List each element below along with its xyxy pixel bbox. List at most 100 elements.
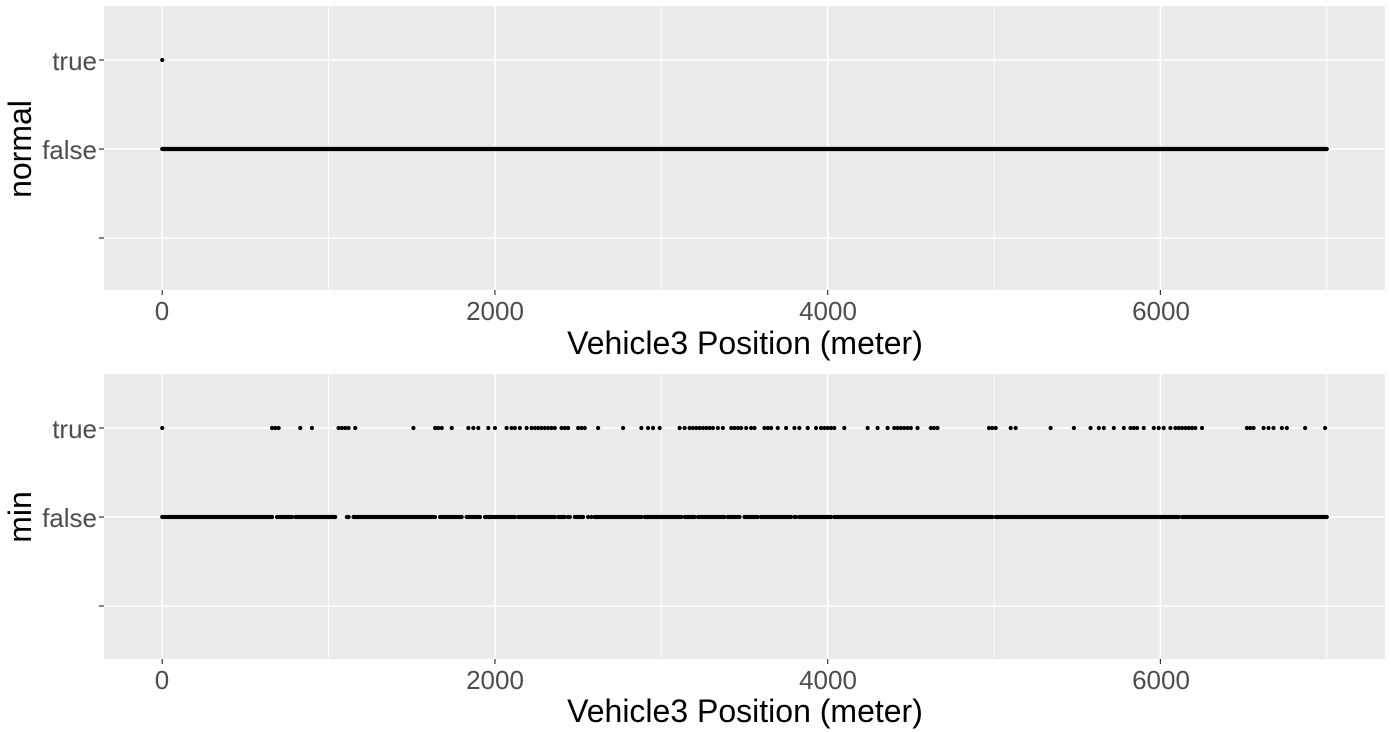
point-true [517, 425, 523, 431]
point-true [1168, 425, 1173, 431]
x-tick-label-6000: 6000 [1132, 296, 1190, 326]
points-min [160, 425, 1329, 520]
point-true [752, 425, 757, 431]
point-true [1161, 425, 1166, 431]
x-tick-label-2000: 2000 [466, 665, 524, 695]
y-tick-label-true: true [52, 46, 97, 76]
point-true [539, 425, 544, 431]
point-true [466, 425, 471, 431]
point-true [1101, 425, 1106, 431]
point-true [720, 425, 725, 431]
point-true [645, 425, 651, 431]
point-false [737, 514, 742, 520]
point-false [990, 514, 995, 520]
point-true [935, 425, 940, 431]
point-true [865, 425, 870, 431]
point-true [732, 425, 737, 431]
point-true [566, 425, 571, 431]
x-tick-label-4000: 4000 [799, 296, 857, 326]
point-true [687, 425, 692, 431]
point-true [822, 425, 827, 431]
point-true [1128, 425, 1133, 431]
point-true [1071, 425, 1076, 431]
point-true [928, 425, 933, 431]
point-true [792, 425, 797, 431]
point-true [439, 425, 444, 431]
point-true [579, 425, 584, 431]
point-true [735, 425, 740, 431]
point-true [1261, 425, 1266, 431]
point-true [1048, 425, 1053, 431]
point-true [160, 57, 165, 63]
point-false [828, 514, 834, 520]
point-true [697, 425, 702, 431]
point-false [346, 514, 351, 520]
point-true [990, 425, 995, 431]
point-false [552, 514, 557, 520]
point-true [1193, 425, 1198, 431]
point-true [336, 425, 341, 431]
point-true [559, 425, 564, 431]
point-true [529, 425, 534, 431]
point-true [353, 425, 358, 431]
point-true [476, 425, 481, 431]
x-tick-label-4000: 4000 [799, 665, 857, 695]
y-tick-label-false: false [42, 503, 97, 533]
point-true [1156, 425, 1161, 431]
point-false [589, 514, 594, 520]
point-true [536, 425, 541, 431]
point-true [715, 425, 720, 431]
point-true [902, 425, 907, 431]
point-true [993, 425, 998, 431]
point-true [346, 425, 351, 431]
point-true [620, 425, 626, 431]
point-true [739, 425, 744, 431]
point-true [1121, 425, 1126, 431]
point-true [707, 425, 712, 431]
point-true [1271, 425, 1276, 431]
point-true [885, 425, 890, 431]
points-normal [160, 57, 1329, 152]
point-false [581, 514, 586, 520]
point-false [512, 514, 518, 520]
point-true [1135, 425, 1140, 431]
point-true [276, 425, 281, 431]
point-true [339, 425, 344, 431]
point-true [576, 425, 581, 431]
x-tick-label-0: 0 [155, 296, 169, 326]
y-tick-label-true: true [52, 414, 97, 444]
point-true [1183, 425, 1188, 431]
point-true [986, 425, 992, 431]
point-true [269, 425, 275, 431]
point-true [524, 425, 529, 431]
point-true [704, 425, 709, 431]
point-true [562, 425, 567, 431]
point-false [692, 514, 697, 520]
point-true [875, 425, 880, 431]
point-true [1013, 425, 1018, 431]
point-true [749, 425, 754, 431]
point-true [825, 425, 830, 431]
point-false [562, 514, 567, 520]
point-false [788, 514, 794, 520]
point-true [1248, 425, 1253, 431]
point-true [1186, 425, 1191, 431]
point-false [459, 514, 464, 520]
point-false [567, 514, 572, 520]
point-false [639, 514, 644, 520]
point-true [436, 425, 441, 431]
point-true [1279, 425, 1284, 431]
point-true [1199, 425, 1205, 431]
point-false [722, 514, 727, 520]
x-tick-label-0: 0 [155, 665, 169, 695]
point-false [289, 514, 295, 520]
x-axis-title-normal: Vehicle3 Position (meter) [567, 325, 923, 361]
point-true [1251, 425, 1256, 431]
point-true [832, 425, 837, 431]
point-true [309, 425, 315, 431]
point-true [1189, 425, 1195, 431]
point-false [1324, 514, 1329, 520]
point-true [552, 425, 557, 431]
point-true [411, 425, 416, 431]
